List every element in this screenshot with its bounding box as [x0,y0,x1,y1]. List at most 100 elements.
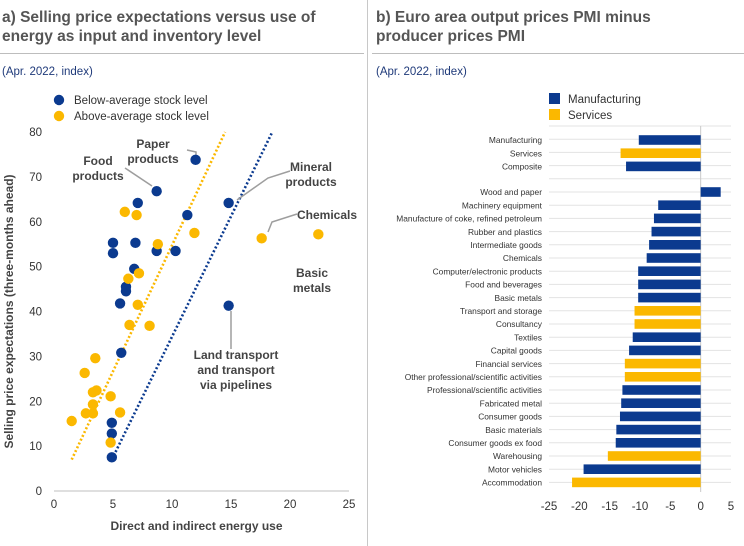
category-label: Financial services [475,359,542,369]
y-tick-label: 10 [29,441,42,453]
annotation-label: Mineral [290,160,332,174]
data-point [79,367,90,379]
category-label: Motor vehicles [488,464,542,474]
category-label: Accommodation [482,478,542,488]
x-tick-label: 0 [697,501,703,513]
category-label: Rubber and plastics [468,227,542,237]
category-label: Intermediate goods [470,240,542,250]
data-point [114,407,126,418]
data-point [189,227,200,239]
category-label: Basic metals [495,293,542,303]
bar [629,345,701,356]
y-tick-label: 0 [36,486,42,498]
data-point [124,319,135,331]
data-point [131,209,142,221]
data-point [114,298,126,309]
legend-label: Below-average stock level [74,95,208,107]
data-point [106,417,118,428]
category-label: Wood and paper [480,187,542,197]
category-label: Food and beverages [465,280,542,290]
bar-chart: Manufacturing Services Manufacturing Servic… [396,93,734,513]
panel-b: b) Euro area output prices PMI minus pro… [372,0,744,546]
annotation-label: products [72,169,124,183]
y-tick-label: 80 [29,127,42,139]
category-label: Consumer goods [478,412,542,422]
bar [583,464,701,474]
bar [638,279,701,290]
data-point [107,237,119,249]
bar [646,253,701,263]
data-point [132,299,143,310]
data-point [106,452,118,463]
y-axis-title: Selling price expectations (three-months… [2,174,16,448]
legend-swatch [549,93,560,104]
x-tick-label: -25 [541,501,558,513]
data-point [190,154,201,166]
y-tick-label: 30 [29,351,42,363]
bar [632,332,701,342]
annotation-label: Paper [136,137,170,151]
data-point [123,273,134,284]
bar [634,306,701,316]
data-point [223,197,234,209]
scatter-chart: 0 5 10 15 20 25 0 10 20 30 40 50 60 70 80 Direct and in… [2,94,357,533]
data-point [313,229,324,240]
x-tick-label: 20 [284,499,297,511]
category-label: Other professional/scientific activities [405,372,542,382]
bar [638,266,701,276]
bar [621,398,701,408]
panel-a-title-line1: a) Selling price expectations versus use… [2,9,316,26]
data-point [151,186,162,197]
category-label: Services [510,148,542,158]
data-point [119,206,130,218]
bar [653,213,701,224]
category-label: Chemicals [503,253,542,263]
data-point [106,428,118,439]
bar [651,226,701,237]
category-label: Textiles [514,332,542,342]
bar [638,292,701,303]
annotation-label: via pipelines [200,378,272,392]
category-label: Manufacturing [489,135,542,145]
annotation-label: products [285,175,337,189]
panel-a-title-line2: energy as input and inventory level [2,28,262,45]
data-point [133,268,145,279]
bar [572,477,701,488]
panel-a-title: a) Selling price expectations versus use… [2,8,362,46]
annotation-label: and transport [197,363,274,377]
bar [616,424,701,435]
bar [619,411,701,422]
annotation-label: products [127,152,179,166]
data-point [87,399,99,410]
panel-b-title: b) Euro area output prices PMI minus pro… [376,8,736,46]
panel-a: a) Selling price expectations versus use… [0,0,364,546]
x-tick-label: -10 [632,501,649,513]
bar [634,319,701,329]
data-point [116,347,127,358]
panel-b-title-rule [372,53,744,54]
y-tick-label: 70 [29,172,42,184]
data-point [91,385,102,396]
category-label: Professional/scientific activities [427,385,542,395]
bar [658,200,701,210]
category-label: Machinery equipment [462,200,543,210]
data-point [182,209,193,221]
data-point [132,197,143,209]
category-label: Basic materials [485,425,542,435]
category-label: Capital goods [491,346,542,356]
annotation-leader [124,167,153,187]
category-label: Transport and storage [460,306,542,316]
data-point [152,238,164,250]
data-point [105,437,116,448]
legend-label: Services [568,110,612,122]
data-point [105,391,116,402]
y-tick-label: 50 [29,262,42,274]
category-label: Warehousing [493,451,542,461]
category-label: Manufacture of coke, refined petroleum [396,214,542,224]
x-tick-label: 5 [110,499,116,511]
data-point [144,320,155,332]
annotation-leader [236,170,291,201]
y-tick-label: 60 [29,217,42,229]
annotation-label: Basic [296,266,328,280]
bar [626,161,701,172]
